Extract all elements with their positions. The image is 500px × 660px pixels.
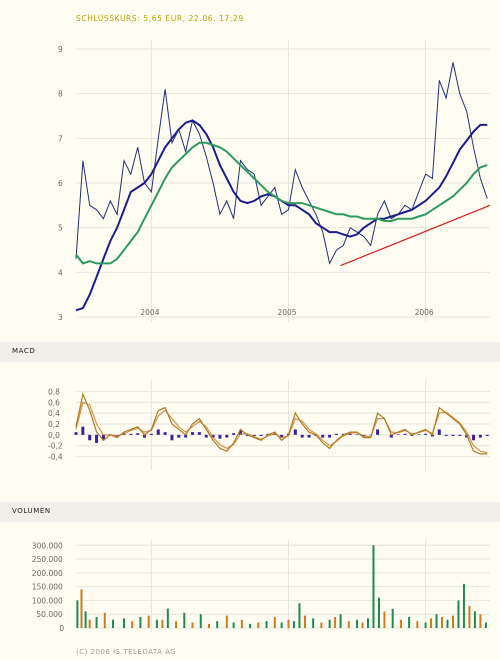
price-x-tick-label: 2005	[277, 308, 296, 317]
volume-bar	[112, 619, 115, 628]
volume-bar	[287, 619, 290, 628]
macd-label: MACD	[12, 347, 36, 355]
price-y-tick-label: 5	[58, 224, 63, 233]
volume-bar	[80, 589, 83, 628]
price-x-tick-label: 2004	[140, 308, 159, 317]
volume-bar	[430, 618, 433, 628]
volume-bar	[424, 622, 427, 628]
copyright: (C) 2006 IS.TELEDATA AG	[76, 648, 177, 656]
volume-bar	[446, 619, 449, 628]
price-y-tick-label: 6	[58, 179, 63, 188]
volume-y-tick-label: 250.000	[32, 555, 63, 564]
price-y-tick-label: 8	[58, 90, 63, 99]
price-chart: 3 4 5 6 7 8 9 2004 2005 2006	[58, 40, 491, 322]
volume-bar	[249, 623, 252, 628]
volume-bar	[484, 622, 487, 628]
price-series-ma_slow	[75, 141, 488, 265]
volume-bar	[312, 618, 315, 628]
volume-bar	[303, 615, 306, 628]
volume-bar	[366, 618, 369, 628]
volume-label: VOLUMEN	[12, 507, 51, 515]
volume-bar	[76, 600, 79, 628]
volume-bar	[408, 616, 411, 628]
volume-bar	[183, 612, 186, 628]
volume-y-tick-label: 100.000	[32, 596, 63, 605]
volume-bar	[399, 619, 402, 628]
volume-bar	[147, 615, 150, 628]
volume-bar	[416, 621, 419, 628]
volume-bar	[280, 622, 283, 628]
volume-bar	[139, 616, 142, 628]
volume-bar	[88, 619, 91, 628]
volume-y-tick-label: 300.000	[32, 541, 63, 550]
volume-bar	[216, 621, 219, 628]
macd-y-tick-label: -0,2	[48, 442, 63, 451]
volume-bar	[479, 614, 482, 628]
volume-bar	[451, 615, 454, 628]
volume-bar	[347, 621, 350, 628]
macd-y-tick-label: 0,8	[48, 387, 60, 396]
volume-bar	[175, 621, 178, 628]
price-series-trend	[340, 204, 491, 267]
macd-y-tick-label: 0,6	[48, 398, 60, 407]
macd-band: MACD	[0, 342, 500, 362]
volume-bar	[155, 619, 158, 628]
volume-bar	[361, 622, 364, 628]
volume-bar	[191, 622, 194, 628]
volume-bar	[298, 603, 301, 628]
volume-bar	[131, 621, 134, 628]
price-y-tick-label: 4	[58, 268, 63, 277]
volume-bar	[166, 608, 169, 628]
volume-bar	[334, 616, 337, 628]
price-y-tick-label: 9	[58, 45, 63, 54]
volume-bar	[84, 611, 87, 628]
volume-bar	[473, 611, 476, 628]
volume-y-tick-label: 150.000	[32, 583, 63, 592]
volume-bar	[257, 622, 260, 628]
macd-y-tick-label: -0,4	[48, 453, 63, 462]
volume-bar	[161, 619, 164, 628]
volume-bar	[356, 619, 359, 628]
volume-bar	[328, 619, 331, 628]
volume-bar	[273, 616, 276, 628]
volume-bar	[339, 614, 342, 628]
volume-bar	[199, 614, 202, 628]
quote-header: SCHLUSSKURS: 5,65 EUR, 22.06. 17:29	[76, 14, 244, 23]
macd-y-tick-label: 0,2	[48, 420, 60, 429]
volume-band: VOLUMEN	[0, 502, 500, 522]
volume-bar	[95, 616, 98, 628]
volume-y-tick-label: 50.000	[36, 610, 62, 619]
price-y-tick-label: 7	[58, 134, 63, 143]
volume-bar	[240, 619, 243, 628]
volume-bar	[122, 618, 125, 628]
volume-bar	[207, 623, 210, 628]
volume-bar	[457, 600, 460, 628]
volume-bar	[441, 616, 444, 628]
volume-y-tick-label: 200.000	[32, 569, 63, 578]
volume-bar	[232, 622, 235, 628]
volume-bar	[391, 608, 394, 628]
volume-bar	[462, 583, 465, 628]
volume-bar	[103, 612, 106, 628]
volume-bar	[435, 614, 438, 628]
macd-signal-line	[75, 401, 488, 454]
price-x-tick-label: 2006	[415, 308, 434, 317]
volume-bar	[292, 621, 295, 628]
volume-bar	[265, 621, 268, 628]
macd-y-tick-label: 0,4	[48, 409, 60, 418]
volume-bar	[468, 605, 471, 628]
price-y-tick-label: 3	[58, 313, 63, 322]
volume-bar	[372, 545, 375, 628]
volume-bar	[225, 615, 228, 628]
volume-y-tick-label: 0	[59, 624, 64, 633]
volume-bar	[377, 597, 380, 628]
volume-bar	[320, 622, 323, 628]
volume-bar	[383, 611, 386, 628]
macd-y-tick-label: 0,0	[48, 431, 60, 440]
